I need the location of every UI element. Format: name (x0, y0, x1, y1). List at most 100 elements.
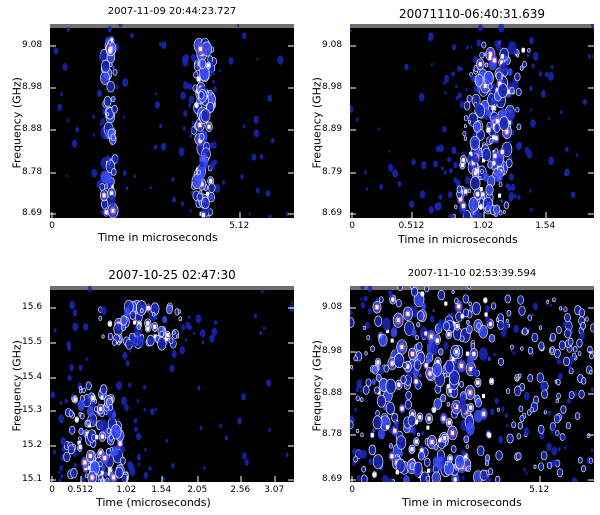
signal-blob (52, 449, 56, 455)
contour-line (476, 445, 485, 457)
peak-pixel (430, 440, 434, 445)
signal-blob (513, 324, 520, 333)
signal-blob (451, 43, 457, 51)
signal-blob (538, 425, 544, 434)
signal-blob (498, 40, 501, 45)
contour-line (196, 75, 202, 83)
plot-top-band (350, 286, 594, 290)
peak-pixel (103, 456, 107, 460)
signal-blob (115, 467, 123, 478)
contour-line (473, 319, 483, 333)
signal-blob (421, 161, 427, 170)
signal-blob (251, 153, 257, 161)
signal-blob (91, 168, 98, 178)
signal-blob (485, 316, 490, 324)
signal-blob (188, 103, 192, 108)
peak-contour (471, 351, 477, 357)
contour-line (416, 412, 424, 423)
signal-blob (432, 456, 441, 468)
signal-blob (165, 438, 169, 443)
signal-blob (392, 169, 398, 178)
contour-line (205, 61, 211, 69)
signal-blob (183, 81, 189, 90)
signal-blob (522, 328, 528, 335)
peak-pixel (198, 47, 202, 51)
peak-pixel (107, 471, 111, 476)
contour-line (355, 428, 360, 434)
contour-line (506, 433, 514, 444)
signal-blob (488, 468, 493, 475)
contour-line (404, 399, 412, 410)
signal-blob (434, 444, 438, 450)
signal-blob (516, 54, 519, 57)
signal-blob (182, 58, 189, 67)
contour-line (474, 167, 480, 175)
peak-contour (98, 406, 103, 412)
y-tick-label: 15.6 (22, 302, 43, 312)
signal-blob (133, 418, 138, 424)
signal-blob (404, 63, 409, 71)
signal-blob (541, 451, 547, 460)
signal-blob (366, 187, 369, 191)
signal-blob (375, 316, 382, 326)
signal-blob (451, 445, 456, 453)
contour-line (538, 325, 543, 330)
contour-line (576, 338, 583, 348)
signal-blob (372, 428, 376, 433)
signal-blob (507, 434, 513, 443)
peak-contour (395, 316, 402, 324)
contour-line (159, 330, 164, 337)
signal-blob (428, 206, 434, 214)
signal-blob (557, 469, 563, 477)
signal-blob (121, 324, 126, 331)
signal-blob (379, 334, 387, 346)
contour-line (464, 385, 476, 400)
contour-line (107, 47, 113, 54)
signal-blobs (53, 24, 289, 218)
signal-blob (108, 194, 116, 205)
peak-pixel (442, 416, 446, 421)
contour-line (395, 299, 402, 308)
signal-blob (518, 422, 523, 429)
signal-blob (124, 403, 129, 412)
peak-pixel (397, 382, 401, 387)
signal-blob (79, 386, 82, 390)
contour-line (360, 474, 368, 482)
signal-blob (120, 445, 125, 454)
x-tick-label: 5.12 (229, 221, 250, 231)
contour-line (115, 466, 124, 479)
contour-line (157, 337, 167, 351)
peak-pixel (436, 360, 440, 364)
contour-line (584, 316, 589, 322)
contour-line (108, 39, 112, 45)
peak-pixel (411, 351, 414, 356)
contour-line (515, 87, 522, 96)
signal-blob (370, 346, 375, 352)
signal-blob (506, 388, 510, 394)
signal-blob (211, 327, 218, 337)
y-tick-label: 15.2 (22, 440, 43, 450)
signal-blob (224, 435, 229, 441)
signal-blob (108, 404, 113, 411)
signal-blob (59, 465, 64, 471)
peak-pixel (400, 345, 404, 349)
signal-blob (419, 326, 429, 340)
signal-blob (243, 124, 246, 129)
contour-line (521, 47, 526, 53)
signal-blob (361, 466, 366, 472)
contour-line (474, 73, 484, 87)
signal-blob (498, 84, 508, 98)
peak-pixel (75, 417, 79, 422)
signal-blob (455, 95, 459, 101)
peak-contour (455, 302, 462, 310)
signal-blob (590, 387, 594, 393)
signal-blob (508, 192, 515, 201)
signal-blob (101, 479, 104, 482)
signal-blob (507, 41, 517, 55)
signal-blob (196, 98, 201, 104)
peak-pixel (469, 152, 473, 156)
signal-blob (188, 95, 195, 104)
y-tick-label: 15.5 (22, 337, 43, 347)
signal-blob (446, 362, 453, 372)
signal-blob (506, 319, 509, 323)
